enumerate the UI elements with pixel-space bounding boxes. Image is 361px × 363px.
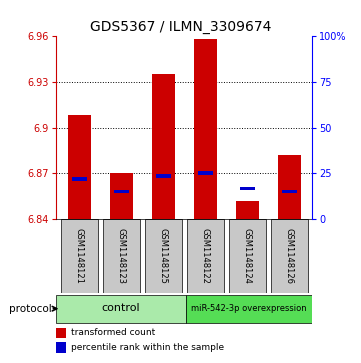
Bar bbox=[193, 39, 217, 219]
Bar bbox=[152, 74, 175, 219]
Text: miR-542-3p overexpression: miR-542-3p overexpression bbox=[191, 303, 307, 313]
Bar bbox=[109, 173, 132, 219]
Bar bbox=[114, 189, 129, 193]
Text: GSM1148123: GSM1148123 bbox=[117, 228, 126, 284]
Bar bbox=[197, 171, 213, 175]
Text: GSM1148124: GSM1148124 bbox=[243, 228, 252, 284]
Text: transformed count: transformed count bbox=[71, 329, 156, 337]
Bar bbox=[240, 187, 255, 190]
Bar bbox=[56, 327, 66, 338]
Bar bbox=[156, 174, 171, 178]
Bar bbox=[103, 219, 140, 293]
Bar bbox=[236, 201, 259, 219]
Bar bbox=[187, 219, 223, 293]
Text: percentile rank within the sample: percentile rank within the sample bbox=[71, 343, 225, 352]
Text: GSM1148122: GSM1148122 bbox=[201, 228, 210, 284]
Bar bbox=[271, 219, 308, 293]
Bar bbox=[282, 189, 297, 193]
Bar bbox=[278, 155, 301, 219]
Bar bbox=[56, 342, 66, 353]
Text: control: control bbox=[102, 303, 140, 313]
Bar bbox=[61, 219, 97, 293]
Text: GSM1148126: GSM1148126 bbox=[285, 228, 293, 284]
Bar bbox=[145, 219, 182, 293]
Text: protocol: protocol bbox=[9, 304, 52, 314]
Text: GSM1148121: GSM1148121 bbox=[75, 228, 83, 284]
Text: GDS5367 / ILMN_3309674: GDS5367 / ILMN_3309674 bbox=[90, 20, 271, 34]
Bar bbox=[229, 219, 266, 293]
Bar bbox=[71, 178, 87, 181]
Bar bbox=[68, 115, 91, 219]
Bar bbox=[186, 294, 312, 323]
Text: GSM1148125: GSM1148125 bbox=[158, 228, 168, 284]
Bar bbox=[56, 294, 186, 323]
